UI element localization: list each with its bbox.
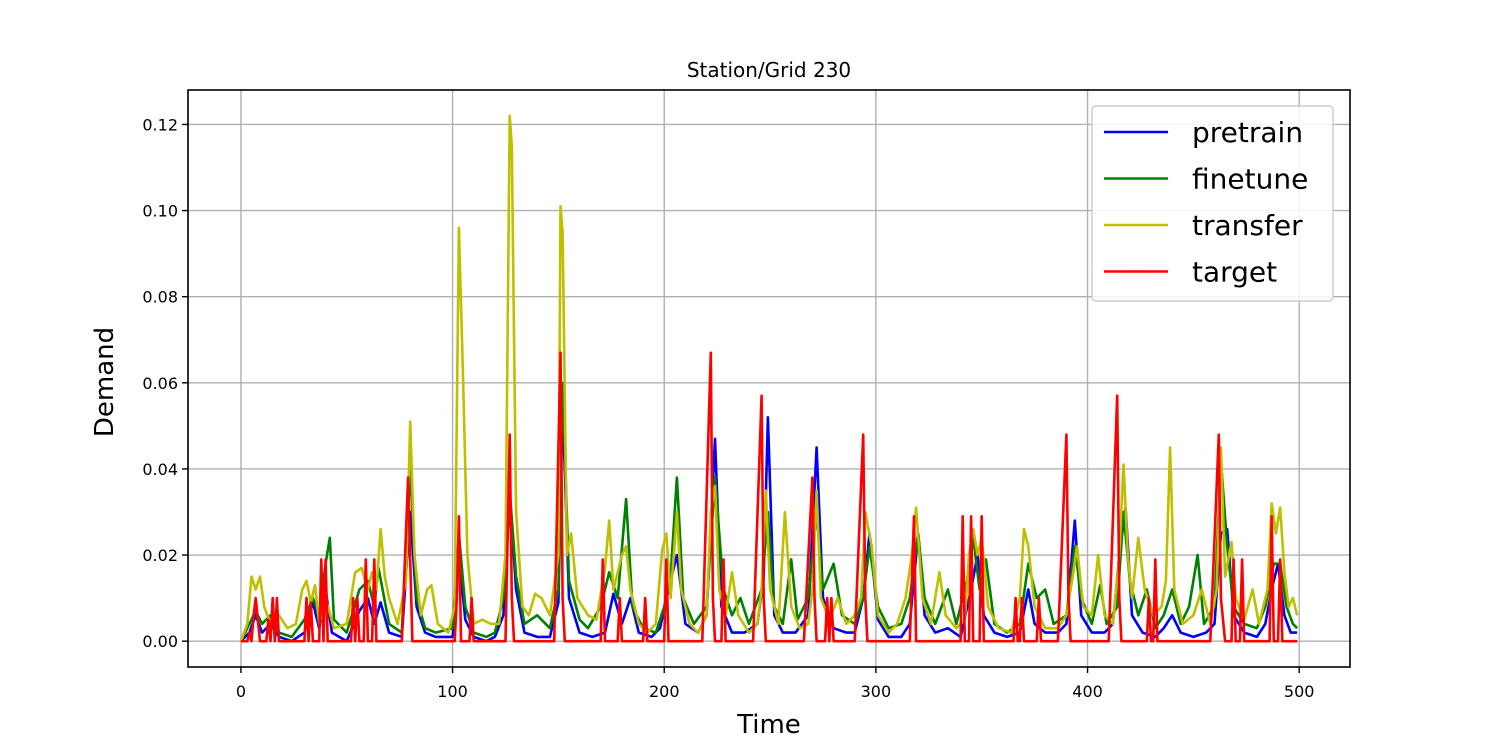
x-axis-ticks: 0 100 200 300 400 500: [236, 667, 1315, 701]
x-axis-label: Time: [736, 710, 801, 740]
legend-label-transfer: transfer: [1192, 209, 1303, 242]
y-axis-label: Demand: [90, 327, 120, 437]
legend: pretrain finetune transfer target: [1091, 105, 1334, 302]
x-tick-label: 300: [861, 682, 892, 701]
plot-frame: [187, 89, 1351, 668]
series-layer: [239, 114, 1299, 643]
series-line-target: [240, 351, 1298, 643]
x-tick-label: 100: [437, 682, 468, 701]
x-tick-label: 500: [1284, 682, 1315, 701]
y-axis-ticks: 0.00 0.02 0.04 0.06 0.08 0.10 0.12: [142, 115, 188, 651]
y-tick-label: 0.00: [142, 632, 178, 651]
y-tick-label: 0.02: [142, 546, 178, 565]
x-gridlines: [240, 90, 1300, 667]
legend-label-target: target: [1192, 256, 1277, 289]
legend-label-pretrain: pretrain: [1192, 116, 1303, 149]
legend-label-finetune: finetune: [1192, 163, 1308, 196]
series-line-transfer: [239, 114, 1299, 642]
y-tick-label: 0.10: [142, 202, 178, 221]
x-tick-label: 200: [649, 682, 680, 701]
chart-title: Station/Grid 230: [687, 58, 851, 82]
legend-box: [1091, 105, 1334, 302]
y-tick-label: 0.08: [142, 288, 178, 307]
x-tick-label: 400: [1072, 682, 1103, 701]
y-tick-label: 0.04: [142, 460, 178, 479]
x-tick-label: 0: [236, 682, 246, 701]
y-tick-label: 0.06: [142, 374, 178, 393]
y-tick-label: 0.12: [142, 115, 178, 134]
